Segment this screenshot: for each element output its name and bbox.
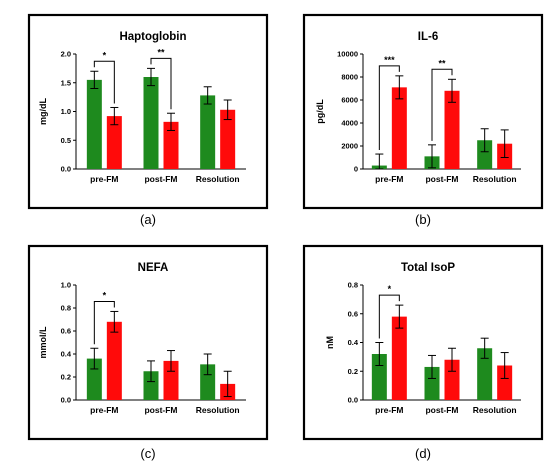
bar (86, 79, 102, 169)
y-tick-label: 0.5 (61, 136, 71, 145)
panel-frame (302, 13, 544, 210)
x-category-label: pre-FM (90, 174, 118, 184)
y-axis-label: mg/dL (38, 98, 48, 125)
bar (477, 348, 493, 400)
bar (391, 316, 407, 400)
significance-bracket (93, 60, 115, 104)
x-category-label: pre-FM (375, 405, 403, 415)
y-tick-label: 0.0 (348, 396, 358, 405)
x-category-label: post-FM (425, 174, 458, 184)
bar (444, 90, 460, 169)
y-tick-label: 1.0 (61, 107, 71, 116)
total-isop-chart-panel: Total IsoP 0.0 0.2 0.4 0.6 0.8 nM pre-FM post-FM… (302, 244, 544, 441)
y-tick-label: 0.0 (61, 165, 71, 174)
y-tick-label: 1.0 (61, 281, 71, 290)
significance-bracket (150, 57, 172, 110)
y-tick-label: 2000 (341, 142, 358, 151)
chart-title: Haptoglobin (119, 31, 186, 43)
x-category-label: Resolution (473, 174, 517, 184)
panel-label-b: (b) (415, 212, 431, 227)
significance-label: * (103, 50, 107, 60)
x-category-label: pre-FM (90, 405, 118, 415)
bar (220, 109, 236, 169)
bar (444, 359, 460, 400)
significance-bracket (93, 300, 115, 345)
y-tick-label: 6000 (341, 96, 358, 105)
il6-chart: IL-6 0 2000 4000 6000 8000 10000 pg/dL pre-FM pos… (302, 13, 544, 210)
y-tick-label: 0.0 (61, 396, 71, 405)
nefa-chart: NEFA 0.0 0.2 0.4 0.6 0.8 1.0 mmol/L pre-FM post-F… (27, 244, 269, 441)
y-tick-label: 10000 (337, 50, 358, 59)
y-axis-label: pg/dL (315, 99, 325, 124)
chart-title: IL-6 (418, 31, 438, 43)
y-tick-label: 2.0 (61, 50, 71, 59)
y-axis-label: nM (325, 336, 335, 349)
chart-title: Total IsoP (401, 262, 455, 274)
y-axis-label: mmol/L (38, 326, 48, 359)
bar (200, 364, 216, 400)
bar (163, 121, 179, 169)
haptoglobin-chart-panel: Haptoglobin 0.0 0.5 1.0 1.5 2.0 mg/dL pre-FM pos… (27, 13, 269, 210)
bar (391, 87, 407, 169)
bar (477, 140, 493, 169)
y-tick-label: 0.6 (348, 309, 358, 318)
x-category-label: Resolution (196, 405, 240, 415)
bar (143, 77, 159, 169)
x-category-label: post-FM (425, 405, 458, 415)
significance-bracket (378, 294, 400, 339)
y-tick-label: 1.5 (61, 78, 71, 87)
il6-chart-panel: IL-6 0 2000 4000 6000 8000 10000 pg/dL pre-FM pos… (302, 13, 544, 210)
y-tick-label: 0 (354, 165, 358, 174)
chart-title: NEFA (138, 262, 169, 274)
y-tick-label: 0.2 (348, 367, 358, 376)
bar (497, 365, 513, 400)
x-category-label: post-FM (144, 174, 177, 184)
y-tick-label: 0.4 (348, 338, 359, 347)
y-tick-label: 0.8 (348, 281, 358, 290)
bar (163, 360, 179, 400)
panel-label-a: (a) (140, 212, 156, 227)
nefa-chart-panel: NEFA 0.0 0.2 0.4 0.6 0.8 1.0 mmol/L pre-FM post-F… (27, 244, 269, 441)
total-isop-chart: Total IsoP 0.0 0.2 0.4 0.6 0.8 nM pre-FM post-FM… (302, 244, 544, 441)
significance-label: * (388, 284, 392, 294)
y-tick-label: 0.8 (61, 304, 71, 313)
bar (424, 366, 440, 400)
y-tick-label: 0.2 (61, 373, 71, 382)
panel-frame (27, 244, 269, 441)
significance-bracket (431, 68, 453, 141)
significance-label: *** (384, 55, 395, 65)
panel-label-c: (c) (140, 446, 156, 461)
x-category-label: post-FM (144, 405, 177, 415)
significance-label: * (103, 290, 107, 300)
significance-bracket (378, 65, 400, 151)
y-tick-label: 8000 (341, 73, 358, 82)
panel-label-d: (d) (415, 446, 431, 461)
panel-frame (302, 244, 544, 441)
x-category-label: Resolution (196, 174, 240, 184)
y-tick-label: 0.4 (61, 350, 72, 359)
bar (143, 371, 159, 400)
x-category-label: Resolution (473, 405, 517, 415)
bar (200, 95, 216, 169)
y-tick-label: 0.6 (61, 327, 71, 336)
bar (106, 321, 122, 400)
x-category-label: pre-FM (375, 174, 403, 184)
significance-label: ** (438, 58, 446, 68)
bar (106, 116, 122, 169)
significance-label: ** (157, 47, 165, 57)
haptoglobin-chart: Haptoglobin 0.0 0.5 1.0 1.5 2.0 mg/dL pre-FM pos… (27, 13, 269, 210)
y-tick-label: 4000 (341, 119, 358, 128)
